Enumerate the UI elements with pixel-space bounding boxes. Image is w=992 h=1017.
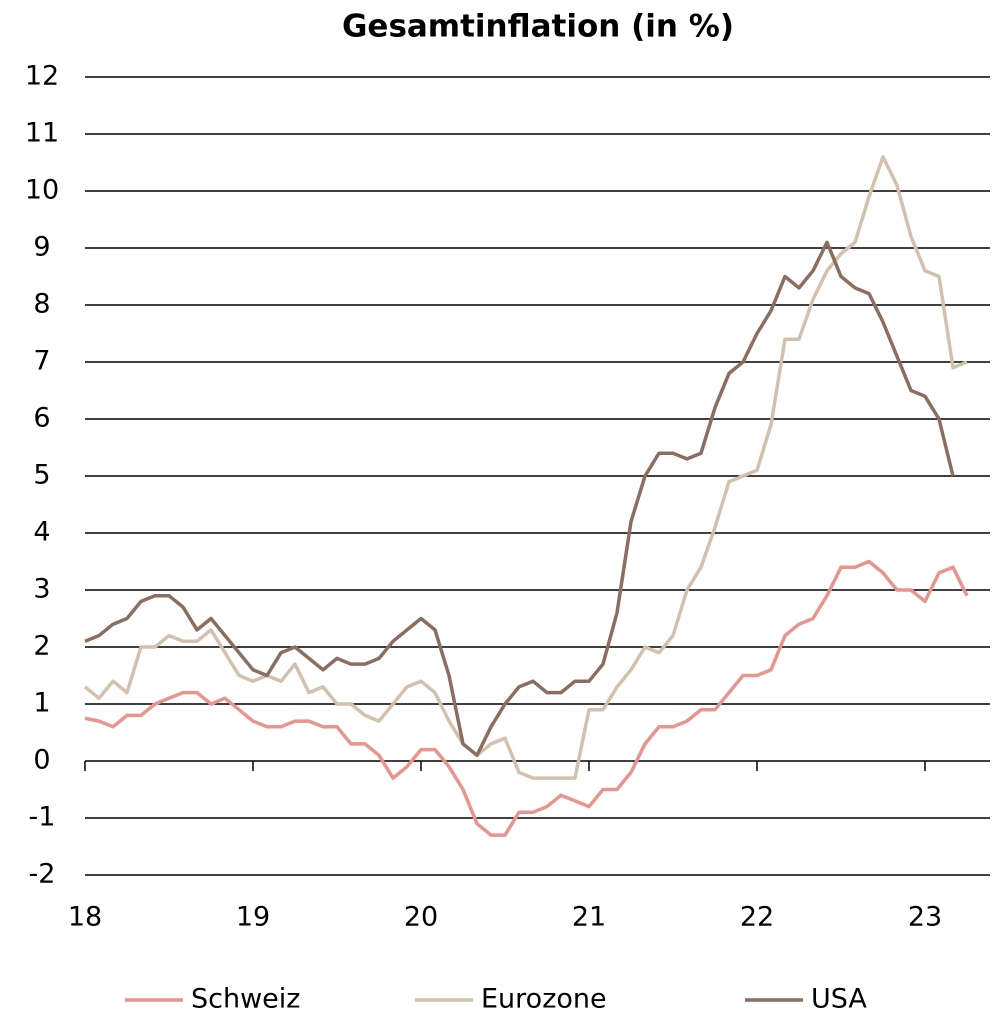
y-tick-label: 5	[33, 460, 50, 491]
x-tick-label: 18	[68, 902, 102, 933]
y-tick-label: 8	[33, 289, 50, 320]
y-tick-label: 12	[25, 61, 59, 92]
y-tick-label: 3	[33, 574, 50, 605]
y-tick-label: 1	[33, 688, 50, 719]
x-tick-label: 21	[572, 902, 606, 933]
y-tick-label: 0	[33, 745, 50, 776]
x-tick-label: 23	[908, 902, 942, 933]
legend-label: USA	[811, 984, 867, 1015]
y-tick-label: 4	[33, 517, 50, 548]
y-tick-label: -1	[29, 802, 56, 833]
legend-label: Eurozone	[481, 984, 607, 1015]
x-tick-label: 20	[404, 902, 438, 933]
y-tick-label: 10	[25, 175, 59, 206]
legend-label: Schweiz	[191, 984, 300, 1015]
y-tick-label: -2	[29, 859, 56, 890]
series-line	[84, 559, 969, 837]
y-tick-label: 7	[33, 346, 50, 377]
x-tick-label: 22	[740, 902, 774, 933]
series-line	[84, 240, 955, 758]
y-tick-label: 2	[33, 631, 50, 662]
y-tick-label: 9	[33, 232, 50, 263]
y-tick-label: 11	[25, 118, 59, 149]
x-tick-label: 19	[236, 902, 270, 933]
series-line	[83, 155, 968, 780]
y-tick-label: 6	[33, 403, 50, 434]
chart-title: Gesamtinflation (in %)	[342, 9, 734, 45]
